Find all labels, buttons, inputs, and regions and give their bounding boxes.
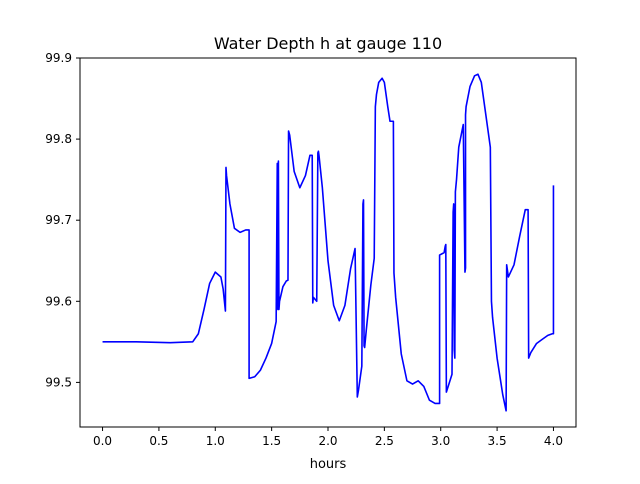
x-axis-label: hours: [310, 457, 347, 472]
x-axis: 0.0 0.5 1.0 1.5 2.0 2.5 3.0 3.5 4.0: [93, 427, 563, 448]
y-tick-label: 99.8: [45, 132, 72, 146]
x-tick-label: 1.0: [206, 434, 225, 448]
y-tick-label: 99.5: [45, 375, 72, 389]
series-line-0: [102, 73, 555, 412]
x-tick-label: 3.5: [488, 434, 507, 448]
x-tick-label: 1.5: [262, 434, 281, 448]
x-tick-label: 0.5: [149, 434, 168, 448]
x-tick-label: 4.0: [544, 434, 563, 448]
y-tick-label: 99.6: [45, 294, 72, 308]
chart-title: Water Depth h at gauge 110: [214, 34, 442, 53]
y-axis: 99.5 99.6 99.7 99.8 99.9: [45, 51, 80, 389]
x-tick-label: 3.0: [431, 434, 450, 448]
x-tick-label: 0.0: [93, 434, 112, 448]
y-tick-label: 99.7: [45, 213, 72, 227]
x-tick-label: 2.0: [318, 434, 337, 448]
x-tick-label: 2.5: [375, 434, 394, 448]
y-tick-label: 99.9: [45, 51, 72, 65]
